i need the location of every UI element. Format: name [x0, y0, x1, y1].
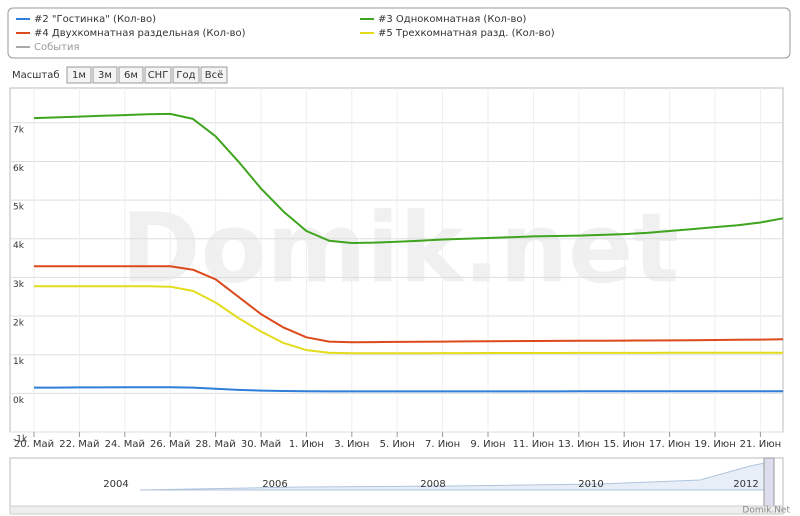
y-tick-label: 0k	[13, 396, 25, 406]
navigator-label: 2004	[103, 479, 128, 490]
navigator-label: 2010	[578, 479, 603, 490]
y-tick-label: -1k	[13, 435, 28, 445]
series-line	[33, 112, 784, 244]
x-tick-label: 1. Июн	[289, 439, 324, 450]
x-tick-label: 24. Май	[105, 439, 145, 450]
y-tick-label: 5k	[13, 203, 25, 213]
range-button[interactable]	[118, 66, 144, 84]
series-line	[34, 285, 784, 355]
legend-label[interactable]: #3 Однокомнатная (Кол-во)	[378, 14, 527, 25]
legend-label[interactable]: #2 "Гостинка" (Кол-во)	[34, 14, 156, 25]
range-button[interactable]	[172, 66, 200, 84]
x-tick-label: 21. Июн	[740, 439, 782, 450]
legend-label[interactable]: #5 Трехкомнатная разд. (Кол-во)	[378, 28, 555, 39]
range-button[interactable]	[66, 66, 92, 84]
navigator-label: 2008	[420, 479, 445, 490]
series-line	[34, 265, 784, 344]
range-button-label[interactable]: 3м	[98, 70, 112, 81]
series-line	[34, 386, 784, 393]
y-tick-label: 2k	[13, 319, 25, 329]
x-tick-label: 17. Июн	[649, 439, 691, 450]
x-tick-label: 15. Июн	[603, 439, 645, 450]
x-tick-label: 9. Июн	[470, 439, 505, 450]
legend-box	[7, 7, 791, 59]
range-button-label[interactable]: Всё	[205, 70, 224, 81]
legend-label[interactable]: События	[34, 42, 80, 53]
x-tick-label: 7. Июн	[425, 439, 460, 450]
y-tick-label: 7k	[13, 125, 25, 135]
y-tick-label: 1k	[13, 357, 25, 367]
watermark: Domik.net	[121, 192, 679, 304]
range-button[interactable]	[200, 66, 228, 84]
navigator-handle[interactable]	[763, 457, 775, 507]
range-button-label[interactable]: 6м	[124, 70, 138, 81]
range-button[interactable]	[144, 66, 172, 84]
range-button-label[interactable]: Год	[176, 70, 195, 81]
x-tick-label: 3. Июн	[334, 439, 369, 450]
range-button-label[interactable]: 1м	[72, 70, 86, 81]
x-tick-label: 20. Май	[14, 439, 54, 450]
y-tick-label: 4k	[13, 241, 25, 251]
x-tick-label: 11. Июн	[513, 439, 555, 450]
x-tick-label: 30. Май	[241, 439, 281, 450]
x-tick-label: 5. Июн	[380, 439, 415, 450]
range-button-label[interactable]: СНГ	[148, 70, 169, 81]
x-tick-label: 22. Май	[59, 439, 99, 450]
navigator-label: 2012	[733, 479, 758, 490]
legend-label[interactable]: #4 Двухкомнатная раздельная (Кол-во)	[34, 28, 246, 39]
x-tick-label: 13. Июн	[558, 439, 600, 450]
y-tick-label: 6k	[13, 164, 25, 174]
navigator-label: 2006	[262, 479, 287, 490]
credit: Domik.Net	[742, 506, 790, 516]
x-tick-label: 19. Июн	[694, 439, 736, 450]
range-label: Масштаб	[12, 70, 60, 81]
range-button[interactable]	[92, 66, 118, 84]
y-tick-label: 3k	[13, 280, 25, 290]
x-tick-label: 26. Май	[150, 439, 190, 450]
x-tick-label: 28. Май	[195, 439, 235, 450]
scrollbar[interactable]	[9, 505, 784, 515]
